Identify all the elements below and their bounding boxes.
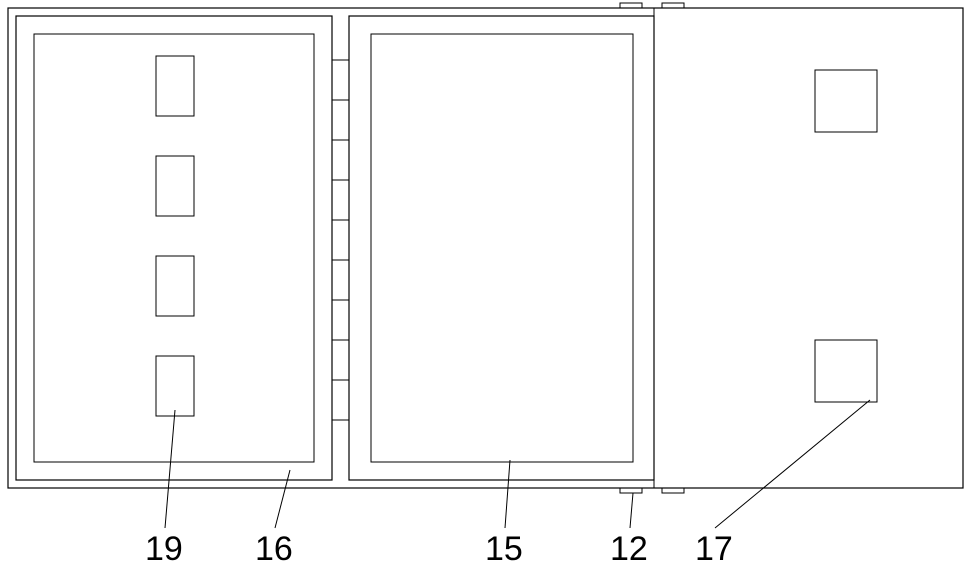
label-15: 15 xyxy=(485,530,523,568)
label-12: 12 xyxy=(610,530,648,568)
tab-bottom-0 xyxy=(620,488,642,493)
tab-top-1 xyxy=(662,3,684,8)
leader-19-0 xyxy=(165,410,175,528)
right-square-1 xyxy=(815,340,877,402)
tab-top-0 xyxy=(620,3,642,8)
leader-15-0 xyxy=(505,460,510,528)
left-panel-inner xyxy=(34,34,314,462)
outer-frame xyxy=(8,8,963,488)
left-slot-2 xyxy=(156,256,194,316)
left-slot-1 xyxy=(156,156,194,216)
right-square-0 xyxy=(815,70,877,132)
leader-12-0 xyxy=(630,493,633,528)
middle-panel-outer xyxy=(349,16,654,480)
leader-17-0 xyxy=(715,400,870,528)
left-slot-3 xyxy=(156,356,194,416)
middle-panel-inner xyxy=(371,34,633,462)
leader-16-0 xyxy=(275,470,290,528)
label-19: 19 xyxy=(145,530,183,568)
left-panel-outer xyxy=(16,16,332,480)
tab-bottom-1 xyxy=(662,488,684,493)
left-slot-0 xyxy=(156,56,194,116)
label-16: 16 xyxy=(255,530,293,568)
label-17: 17 xyxy=(695,530,733,568)
